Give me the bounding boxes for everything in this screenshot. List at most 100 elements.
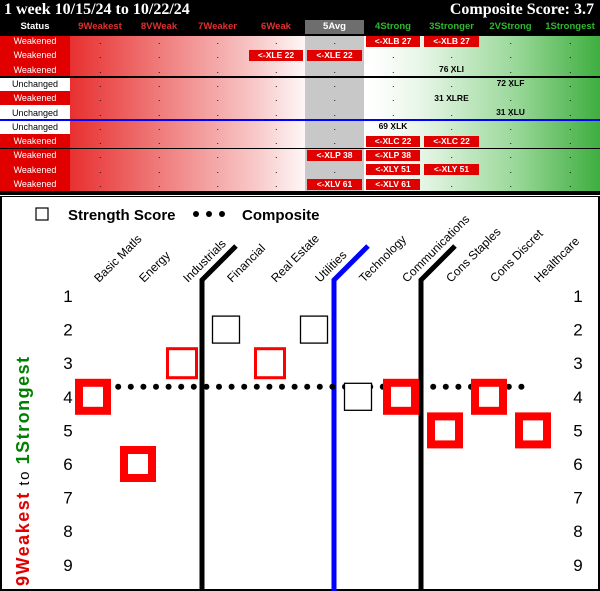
sector-cell: <-XLE 22	[249, 49, 303, 61]
row-separator	[0, 76, 600, 78]
y-tick-right-5: 5	[573, 421, 582, 440]
column-header-8: 2VStrong	[489, 21, 532, 32]
empty-cell-dot: .	[216, 78, 220, 89]
empty-cell-dot: .	[158, 36, 161, 46]
empty-cell-dot: .	[392, 121, 395, 132]
sector-cell: 31 XLRE	[434, 92, 469, 103]
composite-dot	[190, 383, 197, 390]
empty-cell-dot: .	[333, 64, 337, 75]
composite-dot	[329, 383, 336, 390]
empty-cell-dot: .	[509, 78, 513, 89]
legend-composite-label: Composite	[242, 207, 320, 224]
empty-cell-dot: .	[509, 121, 513, 132]
sector-divider-1	[331, 244, 370, 591]
empty-cell-dot: .	[275, 78, 278, 89]
strength-marker-8	[427, 412, 463, 449]
sector-cell: 31 XLU	[496, 107, 525, 117]
strength-marker-6	[343, 382, 373, 411]
y-tick-right-4: 4	[573, 388, 582, 407]
empty-cell-dot: .	[333, 78, 337, 89]
empty-cell-dot: .	[569, 64, 572, 75]
empty-cell-dot: .	[509, 50, 513, 61]
empty-cell-dot: .	[158, 64, 161, 75]
composite-dot	[505, 383, 512, 390]
column-header-5: 5Avg	[305, 20, 364, 34]
empty-cell-dot: .	[450, 179, 454, 189]
y-tick-right-7: 7	[573, 489, 582, 508]
y-tick-left-2: 2	[63, 321, 72, 340]
empty-cell-dot: .	[509, 150, 513, 161]
empty-cell-dot: .	[99, 121, 102, 132]
empty-cell-dot: .	[99, 93, 102, 104]
row-status: Unchanged	[0, 119, 70, 135]
empty-cell-dot: .	[509, 179, 513, 189]
column-header-9: 1Strongest	[545, 21, 595, 32]
y-axis-label-part-1: to	[16, 464, 33, 491]
legend-strength-label: Strength Score	[68, 207, 176, 224]
empty-cell-dot: .	[509, 107, 513, 118]
empty-cell-dot: .	[99, 150, 102, 161]
y-tick-right-1: 1	[573, 287, 582, 306]
empty-cell-dot: .	[275, 107, 278, 118]
y-axis-label: 9Weakest to 1Strongest	[13, 355, 33, 586]
row-status: Weakened	[0, 48, 70, 63]
column-header-0: Status	[20, 21, 50, 32]
y-tick-right-2: 2	[573, 321, 582, 340]
composite-dot	[228, 383, 235, 390]
sector-cell: <-XLY 51	[424, 164, 479, 176]
row-status: Unchanged	[0, 105, 70, 120]
empty-cell-dot: .	[216, 107, 220, 118]
empty-cell-dot: .	[450, 78, 454, 89]
empty-cell-dot: .	[450, 93, 454, 104]
composite-dot	[115, 383, 122, 390]
empty-cell-dot: .	[333, 93, 337, 104]
empty-cell-dot: .	[569, 179, 572, 189]
legend-dot-0	[193, 211, 199, 217]
empty-cell-dot: .	[158, 136, 161, 147]
composite-dot	[253, 383, 260, 390]
empty-cell-dot: .	[216, 164, 220, 175]
row-separator	[0, 147, 600, 150]
empty-cell-dot: .	[158, 78, 161, 89]
composite-dot	[279, 383, 285, 390]
header-bar: 1 week 10/15/24 to 10/22/24 Composite Sc…	[0, 0, 600, 20]
row-separator	[0, 119, 600, 121]
composite-dot	[442, 383, 449, 390]
y-tick-right-8: 8	[573, 522, 582, 541]
empty-cell-dot: .	[450, 50, 454, 61]
empty-cell-dot: .	[569, 36, 572, 46]
composite-dot	[140, 383, 147, 390]
composite-dot	[241, 383, 248, 390]
empty-cell-dot: .	[450, 107, 454, 118]
empty-cell-dot: .	[569, 136, 572, 147]
empty-cell-dot: .	[99, 36, 102, 46]
legend-square-icon	[35, 207, 49, 221]
composite-dot	[316, 383, 323, 390]
empty-cell-dot: .	[569, 93, 572, 104]
y-tick-left-3: 3	[63, 354, 72, 373]
composite-score-label: Composite Score: 3.7	[449, 1, 594, 18]
sector-cell: <-XLP 38	[307, 149, 362, 161]
empty-cell-dot: .	[99, 164, 102, 175]
empty-cell-dot: .	[450, 150, 454, 161]
strength-marker-1	[120, 446, 156, 482]
composite-dot	[153, 383, 159, 390]
composite-dot	[417, 383, 424, 390]
empty-cell-dot: .	[569, 50, 572, 61]
sector-divider-2	[418, 244, 457, 591]
sector-cell: 72 XLF	[496, 78, 525, 89]
empty-cell-dot: .	[158, 93, 161, 104]
composite-dot	[178, 383, 185, 390]
empty-cell-dot: .	[158, 121, 161, 132]
empty-cell-dot: .	[275, 179, 278, 189]
row-status: Unchanged	[0, 76, 70, 92]
strength-marker-2	[166, 347, 198, 380]
sector-cell: <-XLB 27	[424, 35, 479, 47]
y-tick-left-6: 6	[63, 455, 72, 474]
y-tick-left-8: 8	[63, 522, 72, 541]
composite-dot	[127, 383, 134, 390]
strength-marker-3	[211, 315, 241, 344]
empty-cell-dot: .	[216, 179, 220, 189]
empty-cell-dot: .	[99, 78, 102, 89]
empty-cell-dot: .	[216, 136, 220, 147]
